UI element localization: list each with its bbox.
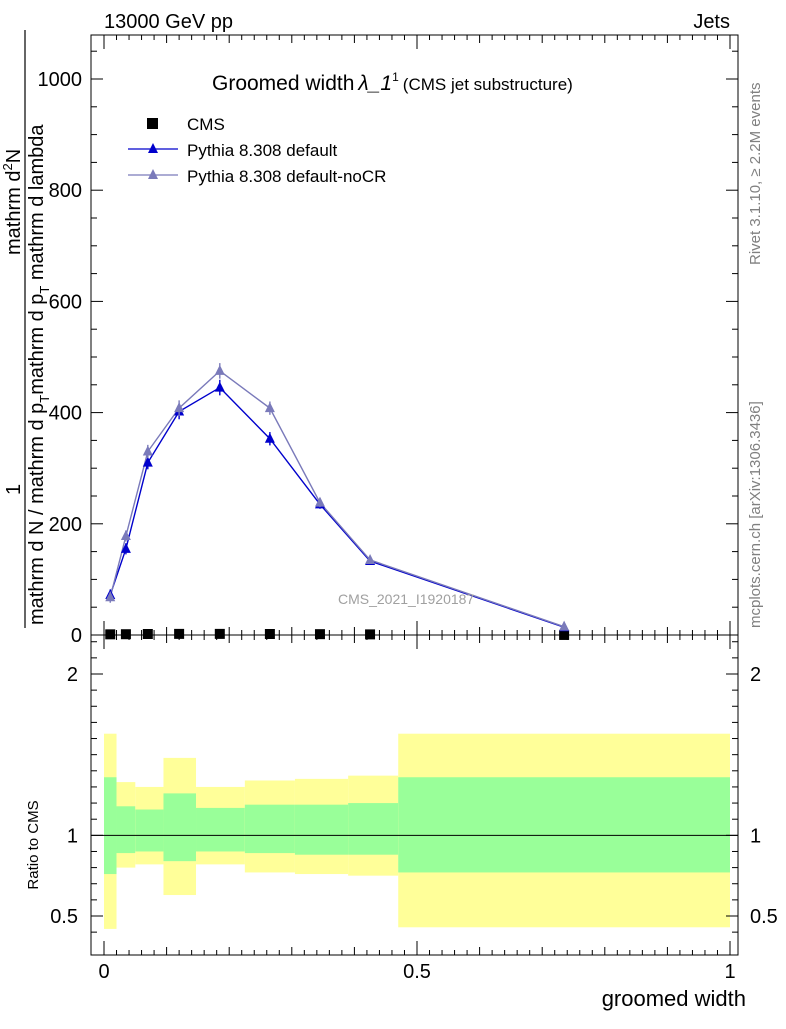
ratio-plot-frame	[90, 634, 739, 956]
legend-label-default: Pythia 8.308 default	[187, 141, 338, 160]
main-ytick-labels: 0 200 400 600 800 1000	[38, 69, 83, 647]
legend-marker-nocr	[148, 169, 158, 179]
ylabel-denominator: mathrm d N / mathrm d pTmathrm d pT math…	[26, 124, 52, 625]
rivet-version-label: Rivet 3.1.10, ≥ 2.2M events	[747, 83, 764, 266]
series-point-2	[314, 496, 325, 507]
ratio-xtick-labels: 0 0.5 1	[98, 961, 735, 983]
chart-title-symbol: λ_1	[357, 72, 392, 95]
analysis-watermark: CMS_2021_I1920187	[338, 591, 474, 607]
ratio-stat-band	[104, 777, 117, 875]
ratio-ytick-label-right: 2	[750, 664, 761, 686]
main-ylabel: mathrm d2N mathrm d N / mathrm d pTmathr…	[0, 30, 52, 628]
main-ytick-label: 800	[49, 180, 82, 202]
mcplots-reference-label: mcplots.cern.ch [arXiv:1306.3436]	[747, 401, 764, 628]
series-point-2	[264, 402, 275, 413]
ratio-stat-band	[244, 804, 295, 854]
ratio-ytick-label-left: 0.5	[50, 906, 78, 928]
ratio-xtick-label: 0.5	[403, 961, 431, 983]
ratio-xtick-label: 0	[98, 961, 109, 983]
main-ytick-label: 1000	[38, 69, 83, 91]
main-ytick-label: 200	[49, 514, 82, 536]
header-process-label: Jets	[693, 11, 730, 33]
ratio-stat-band	[348, 803, 399, 855]
ratio-stat-band	[196, 807, 245, 852]
series-point-2	[120, 530, 131, 541]
ratio-ylabel: Ratio to CMS	[25, 800, 42, 889]
series-point-2	[174, 402, 185, 413]
cms-data-point	[120, 629, 131, 640]
main-ytick-label: 400	[49, 403, 82, 425]
legend: CMS Pythia 8.308 default Pythia 8.308 de…	[128, 115, 386, 186]
ratio-ytick-label-right: 0.5	[750, 906, 778, 928]
main-ytick-label: 0	[71, 625, 82, 647]
legend-marker-cms	[147, 118, 158, 129]
series-point-1	[264, 432, 275, 443]
ratio-panel: 0.5 0.51 12 2 0 0.5 1 Ratio to CMS groomed wi…	[25, 634, 778, 1011]
cms-data-point	[105, 629, 116, 640]
ratio-stat-band	[116, 806, 136, 854]
series-point-2	[105, 591, 116, 602]
series-point-2	[559, 620, 570, 631]
chart-title-sup: 1	[392, 70, 399, 84]
ylabel-numerator: mathrm d2N	[0, 149, 25, 255]
ratio-ytick-labels: 0.5 0.5 1 1 2 2	[50, 664, 778, 928]
series-point-2	[365, 553, 376, 564]
ratio-axis-ticks	[91, 635, 738, 955]
cms-data-point	[142, 628, 153, 639]
ratio-stat-band	[294, 804, 349, 855]
series-point-2	[142, 445, 153, 456]
ratio-stat-band	[163, 793, 197, 862]
series-point-1	[142, 456, 153, 467]
ratio-ytick-label-left: 1	[67, 825, 78, 847]
chart-title: Groomed width λ_11 (CMS jet substructure)	[212, 70, 573, 95]
series-point-1	[120, 542, 131, 553]
ratio-ytick-label-right: 1	[750, 825, 761, 847]
ratio-stat-band	[135, 809, 164, 852]
ratio-bands	[104, 733, 730, 929]
ylabel-one: 1	[3, 484, 25, 495]
legend-marker-default	[148, 143, 158, 153]
chart-title-main: Groomed width	[212, 72, 354, 95]
legend-label-nocr: Pythia 8.308 default-noCR	[187, 167, 386, 186]
chart-title-paren: (CMS jet substructure)	[403, 75, 573, 94]
series-point-2	[214, 364, 225, 375]
ratio-stat-band	[398, 777, 730, 873]
ratio-ytick-label-left: 2	[67, 664, 78, 686]
ratio-xtick-label: 1	[724, 961, 735, 983]
header-energy-label: 13000 GeV pp	[104, 11, 233, 33]
cms-data-point	[365, 629, 376, 640]
cms-data-point	[264, 628, 275, 639]
series-point-1	[214, 381, 225, 392]
legend-label-cms: CMS	[187, 115, 225, 134]
cms-data-point	[214, 628, 225, 639]
cms-data-point	[174, 628, 185, 639]
cms-data-point	[314, 629, 325, 640]
main-ytick-label: 600	[49, 291, 82, 313]
x-axis-label: groomed width	[602, 986, 746, 1011]
